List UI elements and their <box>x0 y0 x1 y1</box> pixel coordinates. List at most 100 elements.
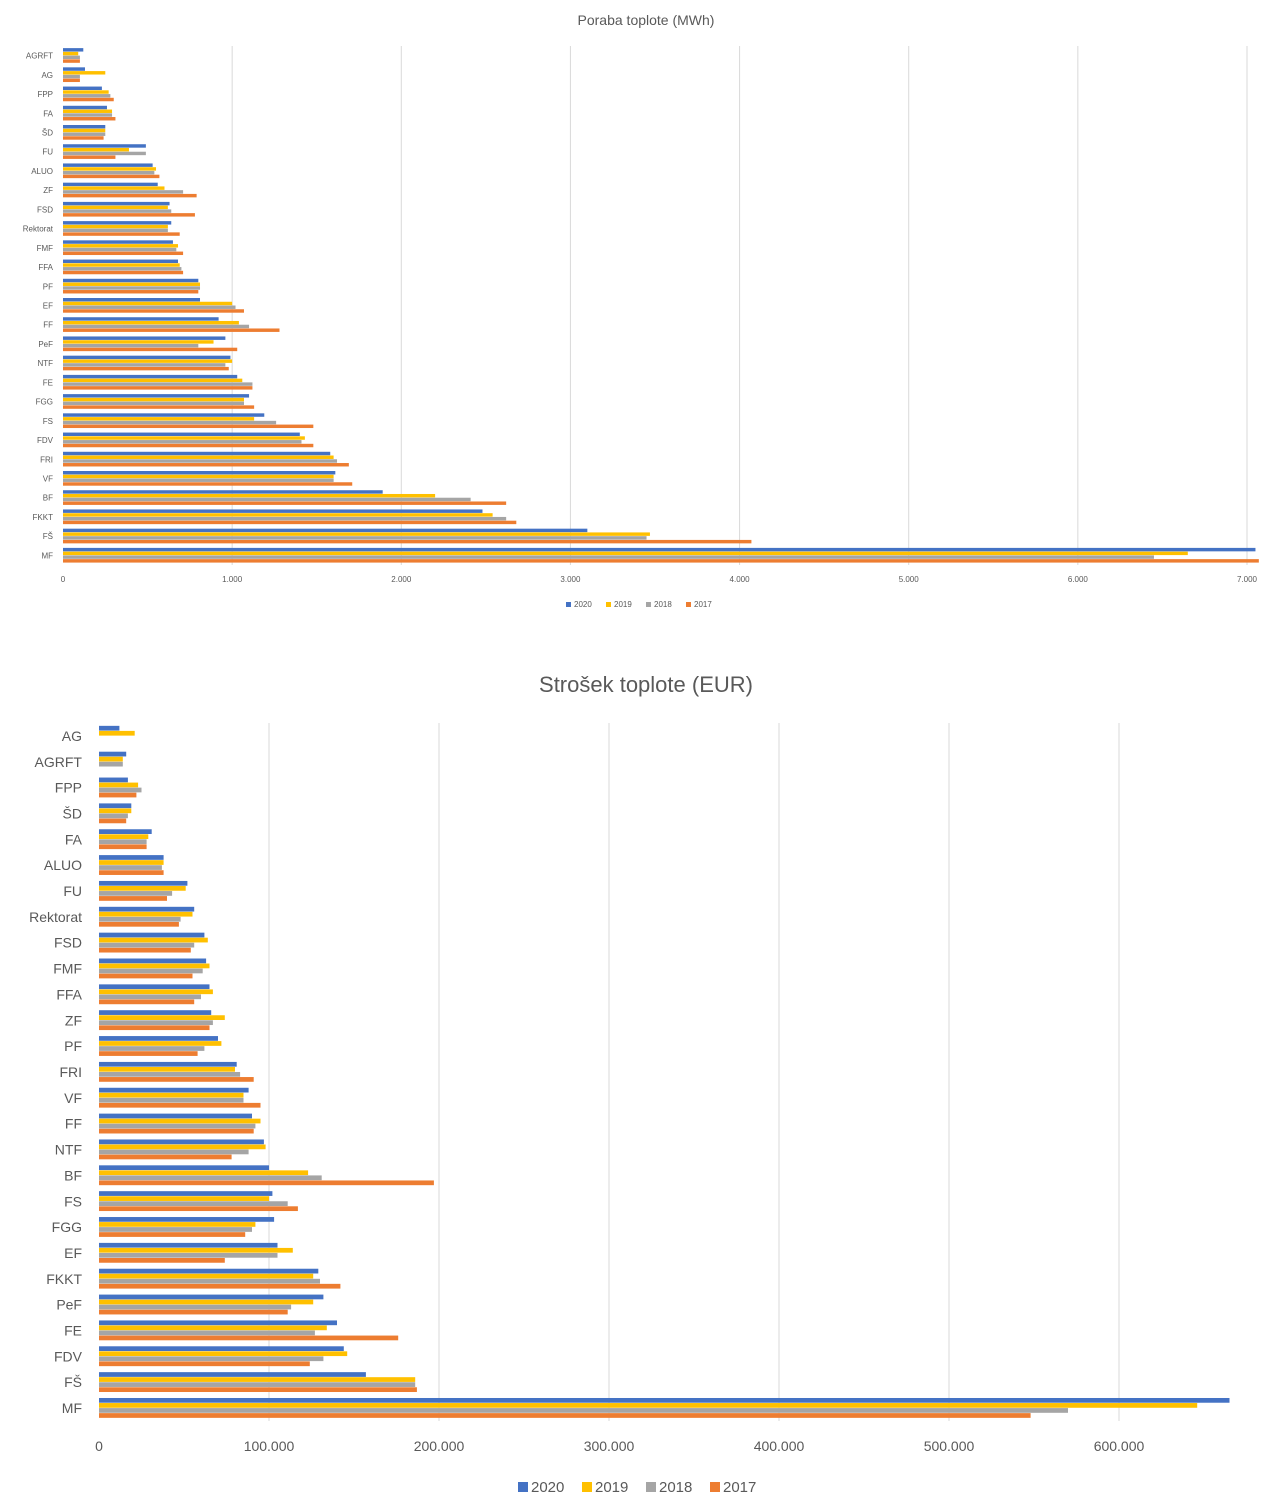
legend-swatch <box>518 1482 528 1492</box>
bar-2017 <box>63 366 229 371</box>
category-label: FF <box>65 1116 82 1132</box>
bar-2019 <box>63 244 179 248</box>
bar-2018 <box>63 305 236 309</box>
bar-2017 <box>63 117 116 121</box>
bar-2017 <box>99 792 137 798</box>
category-label: FŠ <box>64 1374 82 1390</box>
bar-2020 <box>99 906 195 912</box>
category-label: FSD <box>54 935 82 951</box>
bar-2018 <box>63 343 199 348</box>
bar-2019 <box>63 167 157 171</box>
bar-2020 <box>99 855 164 860</box>
bar-2019 <box>63 224 168 229</box>
category-label: PF <box>64 1038 82 1054</box>
bar-2020 <box>99 1294 324 1300</box>
category-label: FS <box>64 1193 82 1209</box>
bar-2020 <box>99 1217 275 1222</box>
bar-2019 <box>63 417 255 421</box>
bar-2018 <box>99 1382 416 1387</box>
chart-poraba-svg: Poraba toplote (MWh) 0 1.000 2.000 3.000 4.0… <box>23 12 1259 609</box>
category-label: AG <box>62 728 82 744</box>
category-label: EF <box>43 302 53 311</box>
legend-swatch <box>566 602 571 607</box>
x-tick-label: 1.000 <box>222 575 243 584</box>
x-tick-label: 300.000 <box>584 1438 635 1454</box>
bar-2018 <box>99 761 123 767</box>
x-tick-label: 400.000 <box>754 1438 805 1454</box>
x-tick-label: 200.000 <box>414 1438 465 1454</box>
legend-label: 2019 <box>614 600 632 609</box>
category-label: FF <box>43 321 53 330</box>
category-label: AGRFT <box>26 52 53 61</box>
bar-2018 <box>63 228 168 233</box>
bar-2017 <box>99 1335 399 1341</box>
bar-2018 <box>63 247 177 252</box>
bar-2017 <box>99 947 191 953</box>
bar-2020 <box>99 1346 344 1352</box>
bar-2019 <box>63 205 168 210</box>
bar-2017 <box>63 347 238 352</box>
bar-2019 <box>99 756 123 762</box>
bar-2017 <box>99 1051 198 1056</box>
category-label: FPP <box>55 780 82 796</box>
bar-2017 <box>63 405 255 409</box>
bar-2020 <box>63 394 250 398</box>
bar-2019 <box>63 90 109 94</box>
x-tick-label: 3.000 <box>560 575 581 584</box>
bar-2017 <box>99 1258 225 1263</box>
legend-label: 2017 <box>694 600 712 609</box>
bar-2019 <box>63 340 214 344</box>
bar-2017 <box>63 97 114 102</box>
bar-2019 <box>63 147 129 152</box>
bar-2019 <box>99 782 139 788</box>
bar-2017 <box>63 463 349 467</box>
bar-2018 <box>99 1356 324 1362</box>
bar-2017 <box>63 520 517 525</box>
bar-2019 <box>99 937 208 943</box>
bar-2019 <box>63 186 165 190</box>
bar-2017 <box>63 193 197 198</box>
bar-2019 <box>99 911 193 917</box>
bar-2020 <box>99 1036 218 1041</box>
category-label: FGG <box>36 398 53 407</box>
bar-2019 <box>63 455 334 459</box>
category-label: FKKT <box>46 1271 82 1287</box>
bar-2020 <box>63 528 588 533</box>
category-label: MF <box>62 1400 82 1416</box>
bar-2017 <box>99 896 167 901</box>
bar-2017 <box>63 290 199 294</box>
bar-2018 <box>63 420 277 425</box>
bar-2019 <box>99 834 149 840</box>
category-label: FDV <box>54 1348 83 1364</box>
legend-label: 2019 <box>595 1479 628 1495</box>
category-label: EF <box>64 1245 82 1261</box>
category-label: VF <box>64 1090 82 1106</box>
bar-2020 <box>63 432 300 437</box>
bar-2017 <box>99 870 164 875</box>
bar-2017 <box>99 973 193 979</box>
legend-swatch <box>710 1482 720 1492</box>
bar-2017 <box>99 1128 254 1134</box>
category-label: ALUO <box>44 857 82 873</box>
bar-2020 <box>63 182 158 187</box>
bar-2018 <box>63 324 250 329</box>
bar-2019 <box>63 301 233 306</box>
category-label: ŠD <box>42 129 53 138</box>
bar-2018 <box>63 401 244 406</box>
bar-2020 <box>99 1139 264 1145</box>
bar-2019 <box>99 1222 256 1227</box>
legend-label: 2020 <box>531 1479 564 1495</box>
bar-2017 <box>99 1102 261 1108</box>
bar-2017 <box>99 1361 310 1367</box>
bar-2019 <box>63 51 79 56</box>
bar-2017 <box>63 482 353 486</box>
bar-2020 <box>99 1372 366 1377</box>
bar-2020 <box>99 1113 252 1119</box>
bar-2020 <box>63 201 170 206</box>
bar-2018 <box>99 1072 241 1077</box>
bar-2017 <box>63 424 314 429</box>
bar-2019 <box>63 282 201 286</box>
category-label: VF <box>43 475 53 484</box>
bar-2018 <box>99 1201 288 1207</box>
chart-strosek-toplote: Strošek toplote (EUR) 0 100.000 200.000 300… <box>0 650 1263 1495</box>
